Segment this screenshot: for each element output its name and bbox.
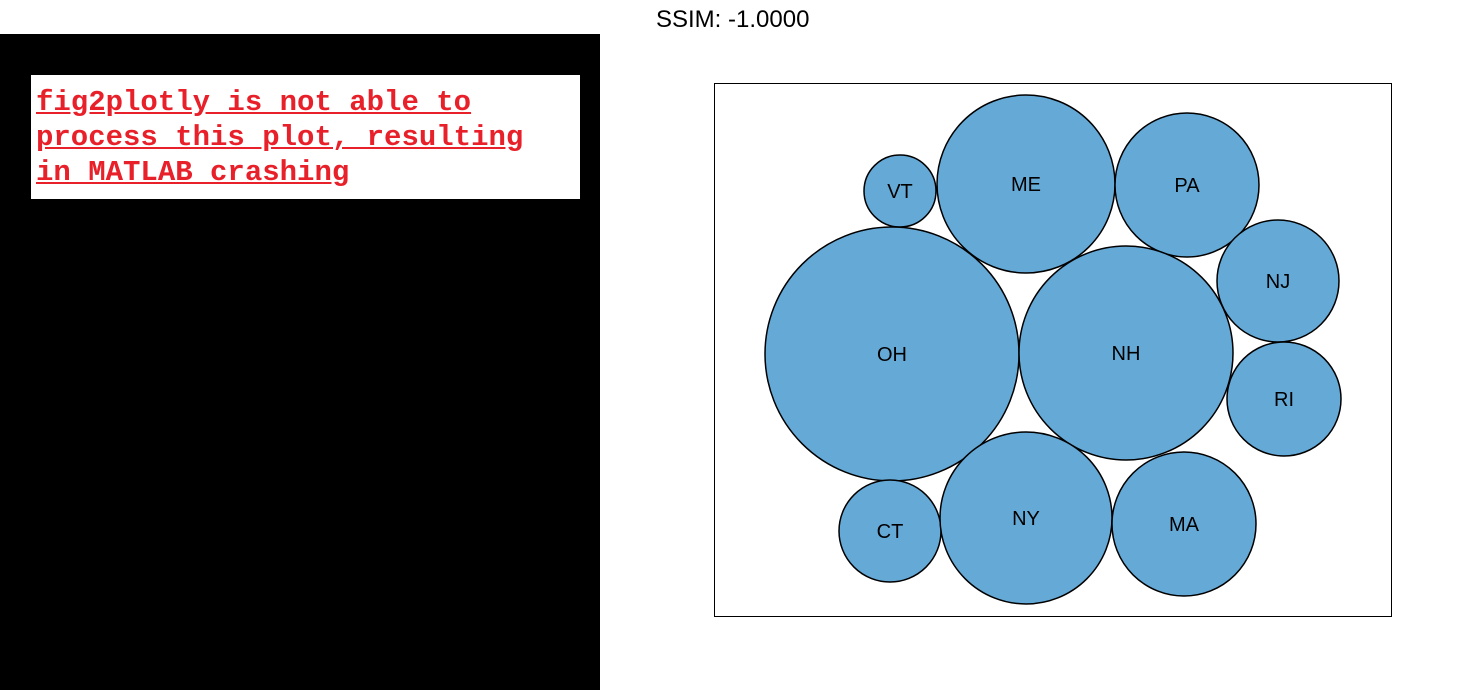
ssim-score-label: SSIM: -1.0000 [656,6,810,33]
bubble-nh [1018,245,1234,461]
error-message-text: fig2plotly is not able to process this p… [36,86,524,189]
bubble-label-pa: PA [1174,175,1200,197]
bubble-label-ny: NY [1012,508,1040,530]
bubble-ri [1226,341,1342,457]
bubble-label-ma: MA [1169,514,1200,536]
bubble-layer: VT ME PA NJ OH NH RI CT NY MA [764,94,1342,605]
bubble-label-nj: NJ [1266,271,1290,293]
bubble-label-ct: CT [877,521,904,543]
bubble-ma [1111,451,1257,597]
bubble-label-ri: RI [1274,389,1294,411]
bubble-label-nh: NH [1112,343,1141,365]
error-panel: fig2plotly is not able to process this p… [0,34,600,690]
bubble-label-me: ME [1011,174,1041,196]
bubble-label-oh: OH [877,344,907,366]
error-message-box: fig2plotly is not able to process this p… [31,75,580,199]
bubble-label-vt: VT [887,181,913,203]
bubble-pa [1114,112,1260,258]
